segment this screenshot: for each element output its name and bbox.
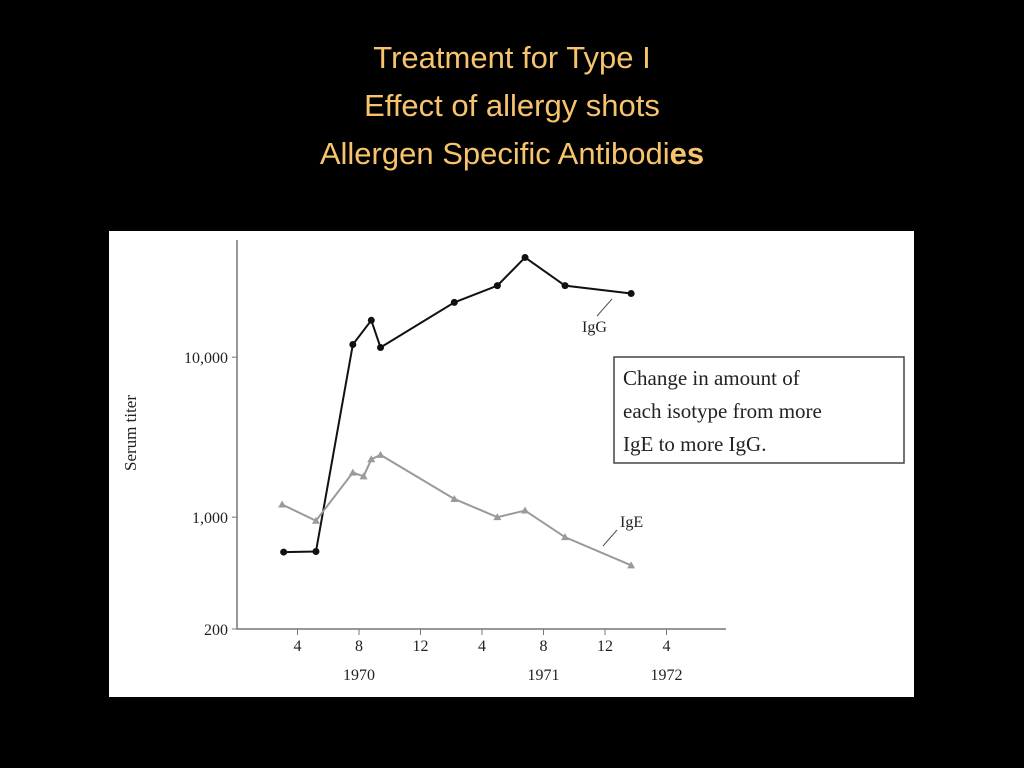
data-point — [348, 468, 357, 476]
x-tick-label: 4 — [294, 638, 302, 655]
label-leader — [602, 529, 618, 547]
x-tick-label: 12 — [597, 638, 613, 655]
x-tick-label: 4 — [663, 638, 671, 655]
y-tick-label: 200 — [204, 622, 228, 639]
title-emphasis: es — [670, 136, 704, 171]
x-tick-label: 8 — [355, 638, 363, 655]
year-label: 1971 — [528, 667, 560, 684]
series-label: IgG — [582, 319, 607, 336]
data-point — [627, 561, 636, 569]
annotation-box — [613, 356, 905, 464]
series-label: IgE — [620, 514, 643, 531]
data-point — [359, 472, 368, 480]
data-point — [493, 513, 502, 521]
data-point — [561, 533, 570, 541]
series-line — [283, 256, 632, 554]
data-point — [367, 316, 375, 324]
data-point — [349, 341, 357, 349]
chart-panel — [109, 231, 914, 697]
year-label: 1972 — [651, 667, 683, 684]
x-tick-label: 8 — [540, 638, 548, 655]
year-label: 1970 — [343, 667, 375, 684]
data-point — [450, 494, 459, 502]
title-line: Effect of allergy shots — [364, 88, 660, 123]
label-leader — [596, 298, 613, 317]
data-point — [278, 500, 287, 508]
data-point — [312, 548, 320, 556]
title-line: Treatment for Type I — [373, 40, 650, 75]
data-point — [493, 282, 501, 290]
annotation-text: Change in amount of — [623, 366, 800, 390]
data-point — [367, 455, 376, 463]
y-axis-label: Serum titer — [121, 395, 140, 471]
data-point — [280, 548, 288, 556]
data-point — [376, 450, 385, 458]
annotation-text: each isotype from more — [623, 399, 822, 423]
data-point — [450, 298, 458, 306]
annotation-text: IgE to more IgG. — [623, 432, 766, 456]
y-tick-label: 1,000 — [192, 510, 228, 527]
data-point — [521, 253, 529, 261]
title-line: Allergen Specific Antibodi — [320, 136, 670, 171]
data-point — [627, 290, 635, 298]
data-point — [377, 343, 385, 351]
x-tick-label: 12 — [413, 638, 429, 655]
data-point — [561, 282, 569, 290]
chart: Serum titer IgG IgE Change in amount of … — [109, 231, 914, 697]
y-tick-label: 10,000 — [184, 350, 228, 367]
title-line: Allergen Specific Antibodies — [320, 136, 704, 171]
x-tick-label: 4 — [478, 638, 486, 655]
data-point — [521, 506, 530, 514]
data-point — [311, 516, 320, 524]
